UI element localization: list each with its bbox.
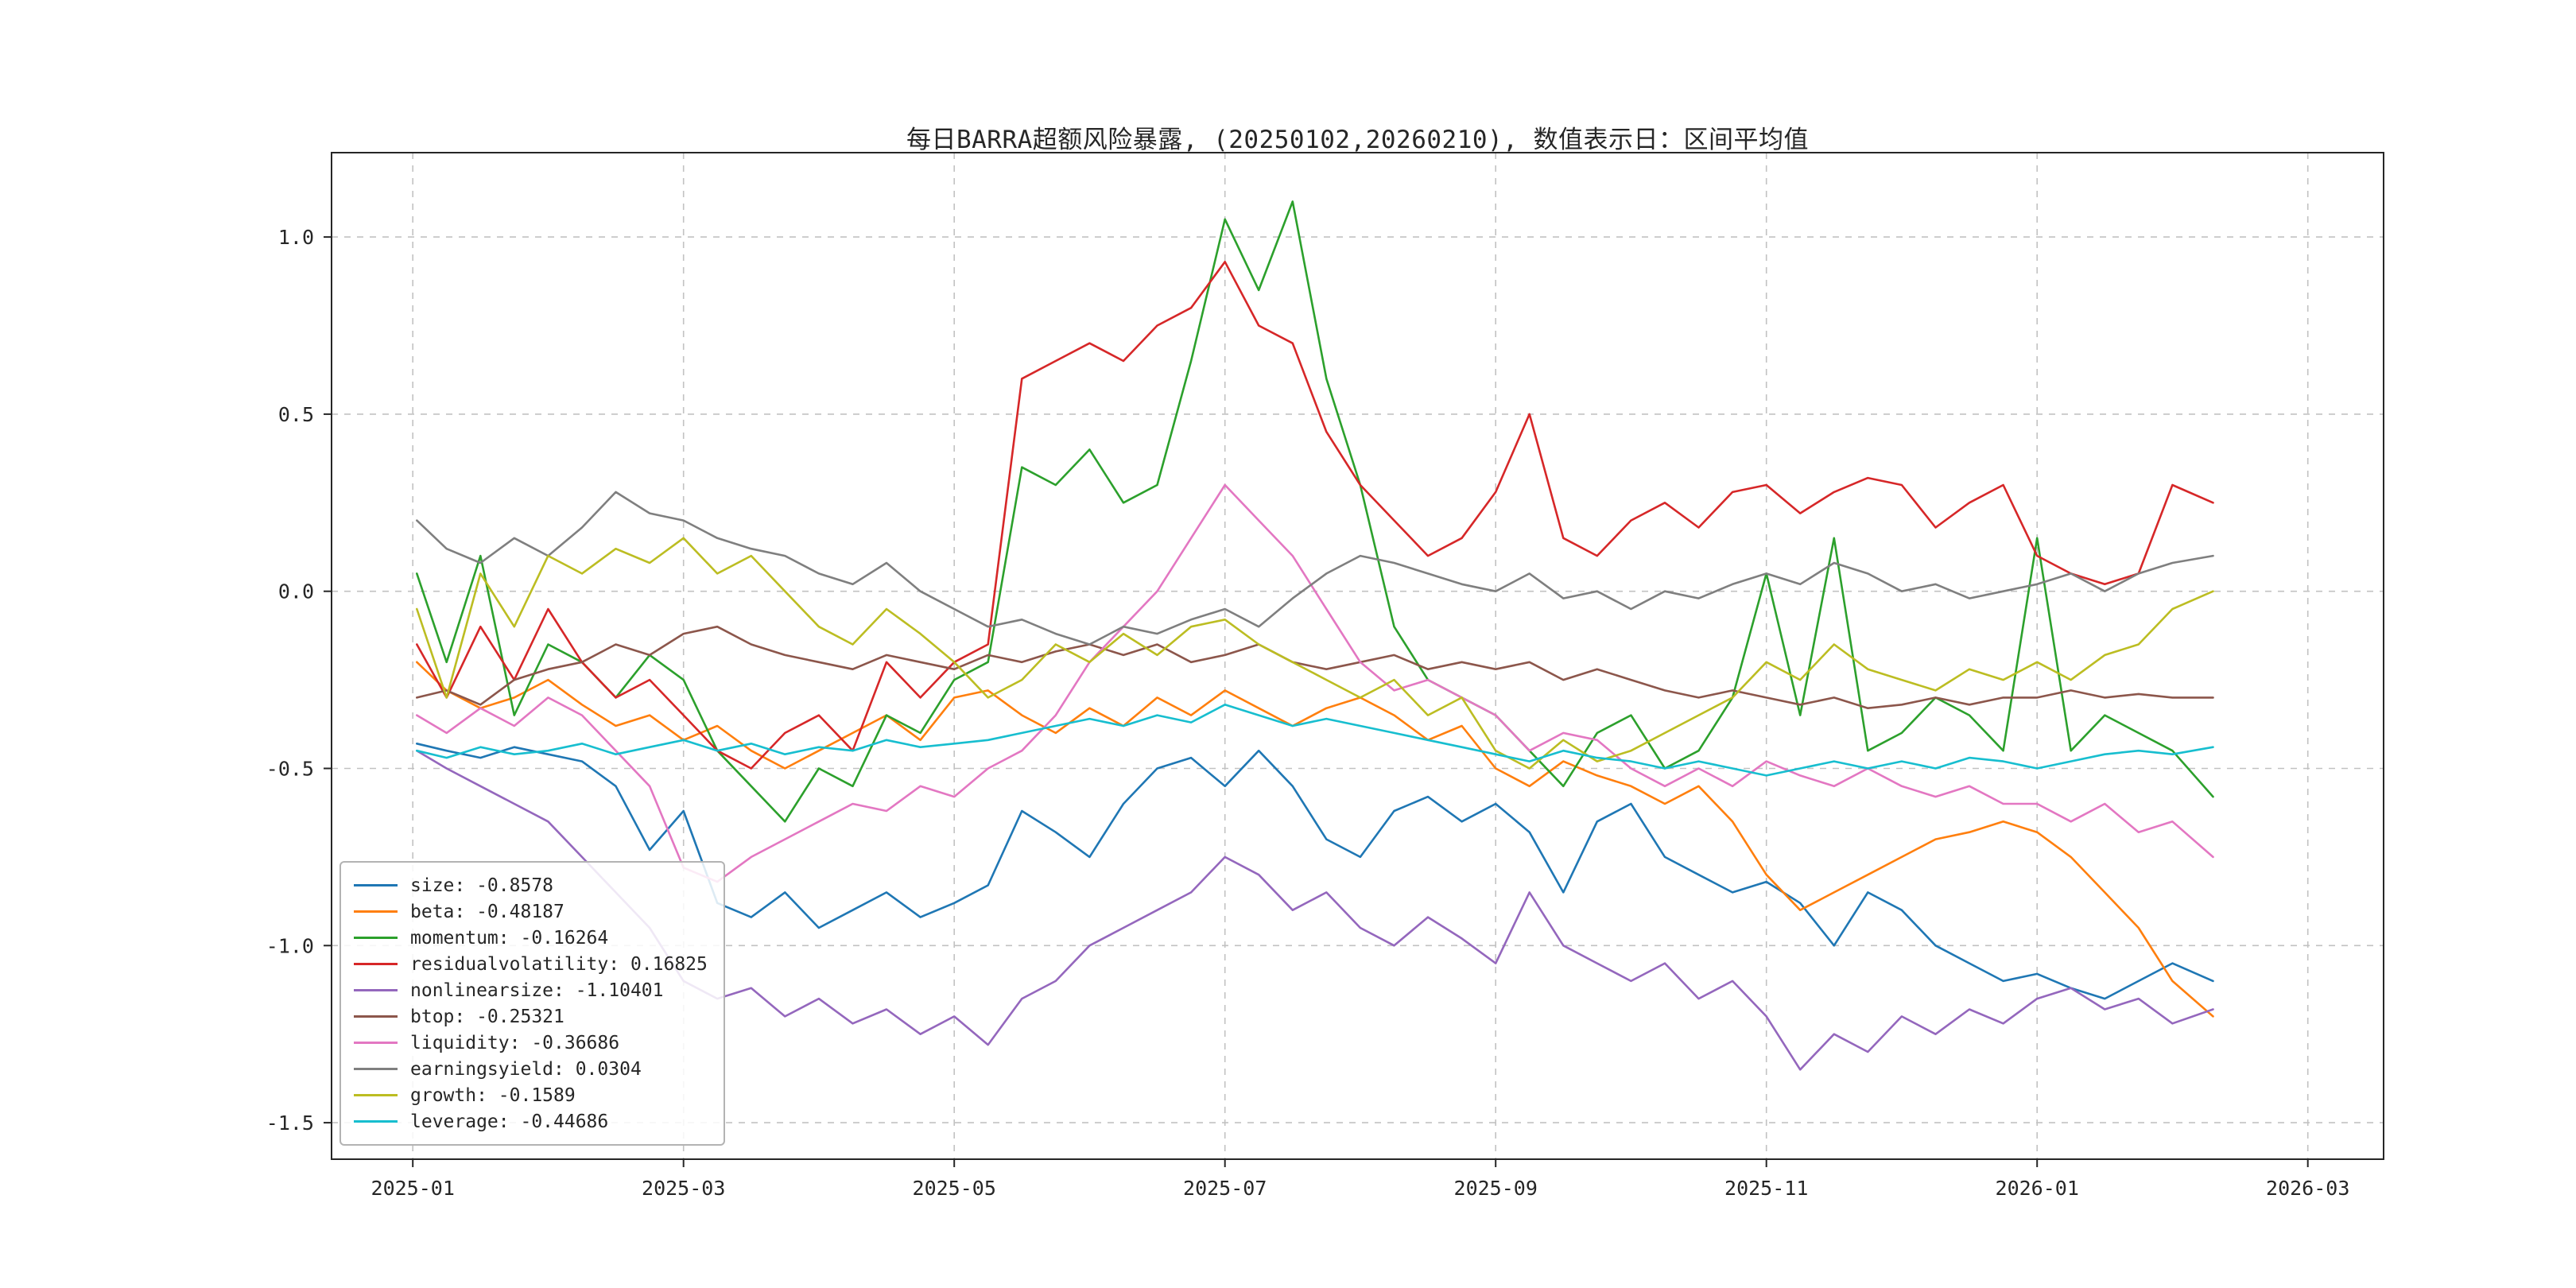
legend-swatch (354, 910, 398, 913)
series-line-momentum (415, 200, 2214, 823)
series-line-btop (415, 625, 2214, 710)
legend-label: size: -0.8578 (410, 875, 554, 896)
legend-swatch (354, 1015, 398, 1018)
y-tick-label: -0.5 (266, 758, 314, 781)
legend-label: leverage: -0.44686 (410, 1111, 609, 1132)
x-tick-label: 2025-01 (371, 1177, 455, 1200)
legend-label: growth: -0.1589 (410, 1084, 576, 1106)
legend-item-leverage: leverage: -0.44686 (354, 1108, 708, 1135)
y-tick-label: -1.0 (266, 934, 314, 957)
legend-label: beta: -0.48187 (410, 901, 564, 922)
legend-swatch (354, 937, 398, 939)
chart-title: 每日BARRA超额风险暴露, (20250102,20260210), 数值表示… (906, 126, 1810, 154)
legend-swatch (354, 1120, 398, 1123)
series-line-growth (415, 537, 2214, 770)
legend-swatch (354, 1042, 398, 1044)
series-line-beta (415, 661, 2214, 1018)
x-tick-label: 2025-03 (642, 1177, 725, 1200)
x-tick-label: 2025-11 (1724, 1177, 1808, 1200)
x-tick-label: 2026-01 (1996, 1177, 2079, 1200)
legend-item-residualvolatility: residualvolatility: 0.16825 (354, 951, 708, 977)
y-tick-label: 1.0 (278, 226, 314, 249)
x-tick-label: 2026-03 (2266, 1177, 2349, 1200)
legend-item-beta: beta: -0.48187 (354, 898, 708, 925)
legend-item-momentum: momentum: -0.16264 (354, 925, 708, 951)
legend-item-earningsyield: earningsyield: 0.0304 (354, 1056, 708, 1082)
plot-border (331, 152, 2384, 1160)
legend-item-btop: btop: -0.25321 (354, 1003, 708, 1030)
y-tick-label: -1.5 (266, 1111, 314, 1135)
legend-item-growth: growth: -0.1589 (354, 1082, 708, 1108)
legend-label: liquidity: -0.36686 (410, 1032, 620, 1053)
legend: size: -0.8578 beta: -0.48187 momentum: -0.… (339, 861, 725, 1146)
x-tick-label: 2025-09 (1454, 1177, 1538, 1200)
legend-swatch (354, 1094, 398, 1096)
series-line-earningsyield (415, 491, 2214, 646)
x-tick-label: 2025-07 (1183, 1177, 1267, 1200)
legend-label: nonlinearsize: -1.10401 (410, 980, 664, 1001)
y-tick-label: 0.0 (278, 580, 314, 603)
legend-label: btop: -0.25321 (410, 1006, 564, 1027)
legend-label: earningsyield: 0.0304 (410, 1058, 642, 1080)
legend-item-nonlinearsize: nonlinearsize: -1.10401 (354, 977, 708, 1003)
x-tick-label: 2025-05 (913, 1177, 996, 1200)
legend-swatch (354, 963, 398, 965)
legend-label: momentum: -0.16264 (410, 927, 609, 949)
legend-swatch (354, 1068, 398, 1070)
legend-item-size: size: -0.8578 (354, 872, 708, 898)
y-tick-label: 0.5 (278, 403, 314, 426)
legend-swatch (354, 884, 398, 886)
legend-swatch (354, 989, 398, 991)
legend-item-liquidity: liquidity: -0.36686 (354, 1030, 708, 1056)
legend-label: residualvolatility: 0.16825 (410, 953, 708, 975)
series-line-leverage (415, 703, 2214, 777)
series-line-residualvolatility (415, 260, 2214, 770)
